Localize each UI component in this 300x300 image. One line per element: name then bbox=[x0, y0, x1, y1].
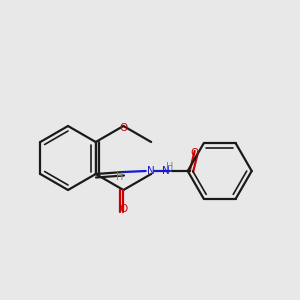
Text: O: O bbox=[190, 148, 199, 158]
Text: O: O bbox=[119, 123, 128, 133]
Text: H: H bbox=[166, 162, 173, 172]
Text: O: O bbox=[119, 204, 128, 214]
Text: H: H bbox=[116, 172, 123, 182]
Text: N: N bbox=[162, 166, 170, 176]
Text: N: N bbox=[147, 166, 154, 176]
